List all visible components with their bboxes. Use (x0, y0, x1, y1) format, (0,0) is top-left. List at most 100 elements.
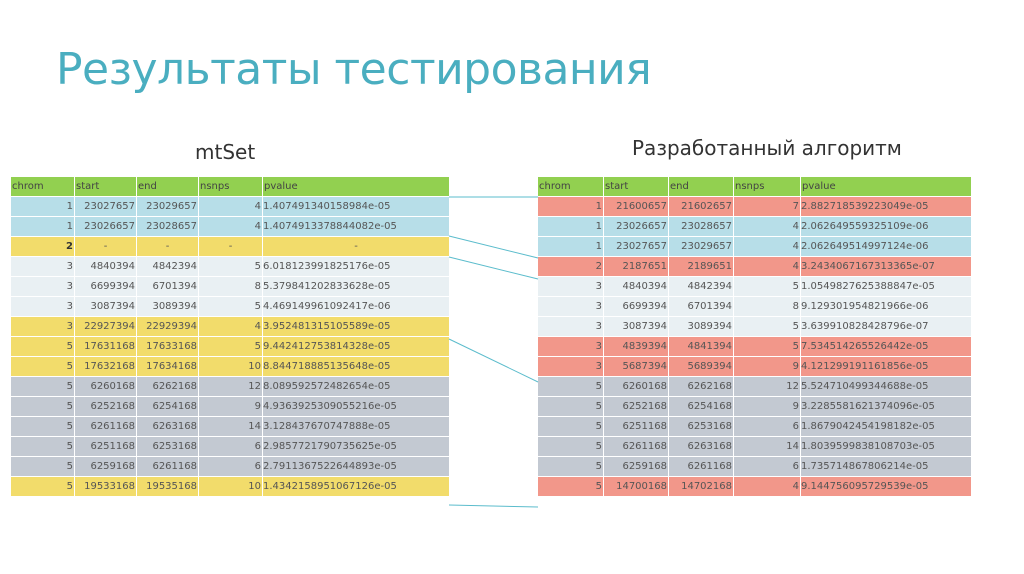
table-row: 3 6699394 6701394 8 9.129301954821966e-06 (537, 296, 972, 317)
table-cell: 4.469149961092417e-06 (262, 296, 450, 317)
table-cell: 4 (198, 196, 263, 217)
table-row: 5 6261168 6263168 14 3.128437670747888e-05 (10, 416, 450, 437)
table-cell: 1 (537, 236, 604, 257)
table-cell: 1.735714867806214e-05 (800, 456, 972, 477)
table-cell: 5 (10, 336, 75, 357)
table-cell: 2187651 (603, 256, 669, 277)
table-cell: 22929394 (136, 316, 199, 337)
table-cell: 23028657 (136, 216, 199, 237)
table-cell: 8 (733, 296, 801, 317)
table-cell: 5 (10, 376, 75, 397)
table-cell: 6 (198, 436, 263, 457)
left-table-caption: mtSet (195, 140, 256, 164)
table-cell: 4 (733, 476, 801, 497)
table-cell: 3 (537, 356, 604, 377)
table-cell: 6 (733, 416, 801, 437)
table-row: 5 6259168 6261168 6 2.7911367522644893e-05 (10, 456, 450, 477)
table-row: 2---- (10, 236, 450, 257)
table-cell: 1.4074913378844082e-05 (262, 216, 450, 237)
table-cell: 6261168 (603, 436, 669, 457)
table-cell: 1.4342158951067126e-05 (262, 476, 450, 497)
table-row: 5 14700168 14702168 4 9.144756095729539e-05 (537, 476, 972, 497)
table-cell: 23028657 (668, 216, 734, 237)
column-header: chrom (537, 176, 604, 197)
column-header: end (668, 176, 734, 197)
table-cell: 17632168 (74, 356, 137, 377)
table-cell: 4 (198, 316, 263, 337)
table-cell: 6251168 (74, 436, 137, 457)
table-cell: 6259168 (74, 456, 137, 477)
table-cell: 2 (537, 256, 604, 277)
table-row: 5 17631168 17633168 5 9.442412753814328e-05 (10, 336, 450, 357)
table-row: 5 6252168 6254168 9 3.2285581621374096e-05 (537, 396, 972, 417)
table-row: 5 6259168 6261168 6 1.735714867806214e-05 (537, 456, 972, 477)
table-cell: 4.9363925309055216e-05 (262, 396, 450, 417)
table-row: 3 5687394 5689394 9 4.121299191161856e-05 (537, 356, 972, 377)
table-cell: 1 (537, 196, 604, 217)
table-cell: 6261168 (668, 456, 734, 477)
table-cell: 9 (733, 396, 801, 417)
table-cell: 5.524710499344688e-05 (800, 376, 972, 397)
table-cell: 14702168 (668, 476, 734, 497)
table-cell: 4 (733, 256, 801, 277)
table-cell: 3.2434067167313365e-07 (800, 256, 972, 277)
table-cell: 6701394 (668, 296, 734, 317)
table-row: 5 6251168 6253168 6 2.9857721790735625e-05 (10, 436, 450, 457)
table-cell: 6699394 (74, 276, 137, 297)
table-cell: 5 (537, 396, 604, 417)
table-cell: 19535168 (136, 476, 199, 497)
table-cell: 6253168 (136, 436, 199, 457)
table-cell: 23027657 (603, 236, 669, 257)
table-row: 1 21600657 21602657 7 2.882718539223049e-05 (537, 196, 972, 217)
table-cell: 5 (10, 476, 75, 497)
table-cell: 6263168 (136, 416, 199, 437)
table-cell: 5 (198, 336, 263, 357)
table-cell: 17633168 (136, 336, 199, 357)
table-cell: 2.7911367522644893e-05 (262, 456, 450, 477)
table-cell: 6262168 (136, 376, 199, 397)
table-row: 5 6260168 6262168 12 8.089592572482654e-05 (10, 376, 450, 397)
table-cell: 6252168 (74, 396, 137, 417)
column-header: nsnps (198, 176, 263, 197)
table-cell: 6261168 (136, 456, 199, 477)
table-cell: 3 (10, 276, 75, 297)
column-header: start (603, 176, 669, 197)
table-cell: 9.442412753814328e-05 (262, 336, 450, 357)
table-cell: 3087394 (74, 296, 137, 317)
table-cell: 5 (733, 316, 801, 337)
column-header: pvalue (262, 176, 450, 197)
table-cell: 2.062649559325109e-06 (800, 216, 972, 237)
table-row: 1 23026657 23028657 4 2.062649559325109e-06 (537, 216, 972, 237)
table-cell: 14 (198, 416, 263, 437)
table-cell: 5 (198, 256, 263, 277)
table-cell: 17631168 (74, 336, 137, 357)
table-row: 5 6260168 6262168 12 5.524710499344688e-05 (537, 376, 972, 397)
connector-line (448, 235, 539, 259)
table-row: 5 6252168 6254168 9 4.9363925309055216e-05 (10, 396, 450, 417)
table-cell: 5689394 (668, 356, 734, 377)
connector-line (448, 256, 539, 280)
table-cell: 21602657 (668, 196, 734, 217)
table-cell: 3089394 (668, 316, 734, 337)
table-cell: 5 (537, 476, 604, 497)
table-cell: 19533168 (74, 476, 137, 497)
table-cell: 1.8039599838108703e-05 (800, 436, 972, 457)
table-cell: 6251168 (603, 416, 669, 437)
table-cell: 10 (198, 476, 263, 497)
table-cell: 2.9857721790735625e-05 (262, 436, 450, 457)
table-cell: 3.2285581621374096e-05 (800, 396, 972, 417)
table-cell: 5 (537, 416, 604, 437)
table-cell: 4840394 (74, 256, 137, 277)
header-row: chrom start end nsnps pvalue (10, 176, 450, 197)
table-cell: 4 (198, 216, 263, 237)
table-cell: 6260168 (74, 376, 137, 397)
table-cell: 9 (198, 396, 263, 417)
table-cell: 5687394 (603, 356, 669, 377)
table-cell: 9.144756095729539e-05 (800, 476, 972, 497)
right-table-caption: Разработанный алгоритм (632, 136, 902, 160)
connector-line (448, 504, 539, 508)
table-cell: 3 (10, 256, 75, 277)
table-cell: 6253168 (668, 416, 734, 437)
table-cell: 5 (733, 336, 801, 357)
table-cell: 8.844718885135648e-05 (262, 356, 450, 377)
